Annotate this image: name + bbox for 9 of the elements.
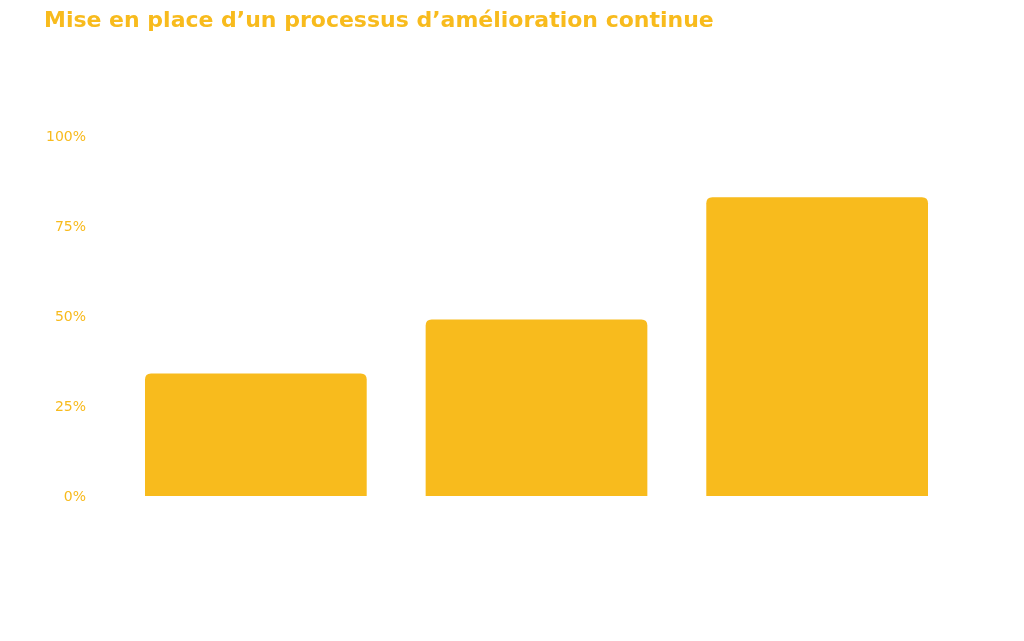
y-tick-label: 100% (45, 127, 86, 144)
y-tick-label: 75% (54, 217, 86, 234)
bar (706, 197, 928, 496)
y-tick-label: 50% (54, 307, 86, 324)
chart-title: Mise en place d’un processus d’amélioration continue (44, 7, 714, 32)
bar (425, 319, 648, 496)
y-tick-label: 25% (54, 397, 86, 414)
y-tick-label: 0% (63, 487, 86, 504)
bar (145, 373, 367, 496)
